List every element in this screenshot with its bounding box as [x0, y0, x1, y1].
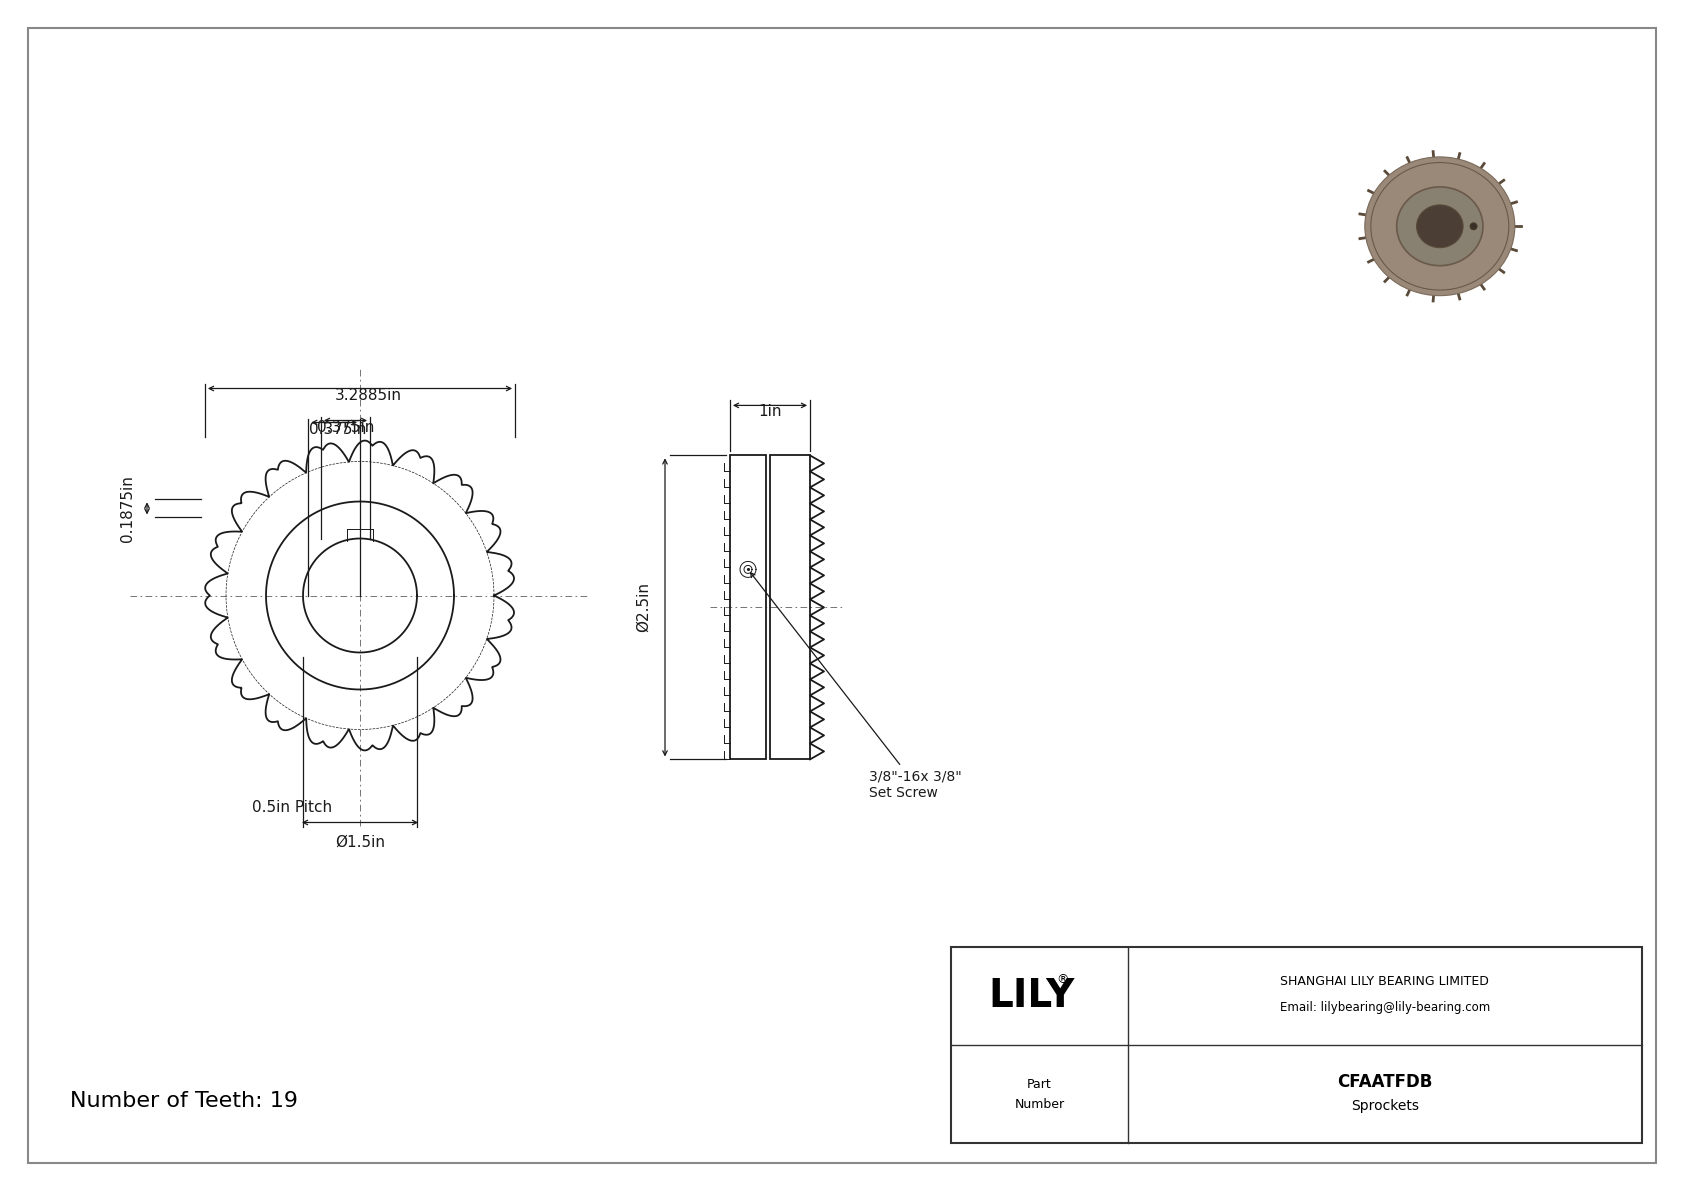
Text: 3/8"-16x 3/8"
Set Screw: 3/8"-16x 3/8" Set Screw	[751, 573, 962, 799]
Text: 1in: 1in	[758, 405, 781, 419]
Ellipse shape	[1396, 187, 1484, 266]
Bar	[729, 455, 766, 760]
Ellipse shape	[1470, 223, 1477, 230]
Text: 3.2885in: 3.2885in	[335, 387, 401, 403]
Text: 0.375in: 0.375in	[310, 422, 367, 436]
Bar	[951, 947, 1642, 1143]
Ellipse shape	[1416, 205, 1463, 248]
Text: SHANGHAI LILY BEARING LIMITED: SHANGHAI LILY BEARING LIMITED	[1280, 975, 1489, 989]
Text: CFAATFDB: CFAATFDB	[1337, 1073, 1433, 1091]
Ellipse shape	[1364, 157, 1516, 295]
Text: Number: Number	[1014, 1098, 1064, 1111]
Text: 0.1875in: 0.1875in	[120, 475, 135, 542]
Text: LILY: LILY	[989, 977, 1074, 1015]
Text: ®: ®	[1056, 973, 1069, 986]
Text: Number of Teeth: 19: Number of Teeth: 19	[71, 1091, 298, 1111]
Text: 0.375in: 0.375in	[317, 419, 374, 435]
Text: Email: lilybearing@lily-bearing.com: Email: lilybearing@lily-bearing.com	[1280, 1002, 1490, 1015]
Text: Ø1.5in: Ø1.5in	[335, 835, 386, 849]
Text: 0.5in Pitch: 0.5in Pitch	[253, 800, 332, 816]
Text: Part: Part	[1027, 1078, 1052, 1091]
Text: Ø2.5in: Ø2.5in	[637, 582, 652, 632]
Bar	[770, 455, 810, 760]
Text: Sprockets: Sprockets	[1351, 1099, 1418, 1114]
